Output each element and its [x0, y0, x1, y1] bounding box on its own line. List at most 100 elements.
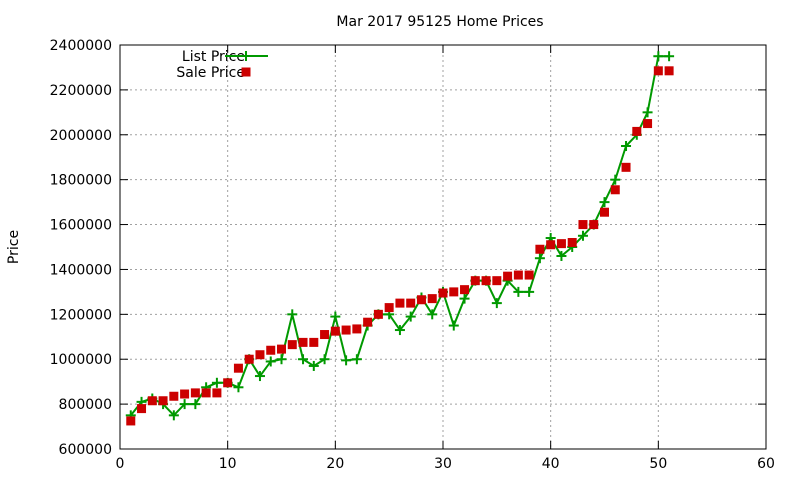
sale-price-point	[492, 276, 502, 286]
sale-price-point	[223, 378, 233, 388]
list-price-point	[190, 399, 201, 410]
y-tick-label: 1400000	[50, 262, 112, 278]
sale-price-point	[664, 66, 674, 76]
list-price-point	[491, 298, 502, 309]
x-tick-label: 30	[434, 456, 452, 472]
sale-price-point	[589, 220, 599, 230]
list-price-point	[448, 320, 459, 331]
sale-price-point	[190, 388, 200, 398]
list-price-point	[351, 354, 362, 365]
sale-price-point	[158, 396, 168, 406]
legend-square-marker	[241, 67, 251, 77]
sale-price-point	[352, 324, 362, 334]
sale-price-point	[438, 288, 448, 298]
sale-price-point	[266, 345, 276, 355]
y-tick-label: 1600000	[50, 218, 112, 234]
sale-price-point	[556, 239, 566, 249]
list-price-point	[427, 309, 438, 320]
sale-price-point	[320, 330, 330, 340]
sale-price-point	[427, 294, 437, 304]
sale-price-point	[244, 354, 254, 364]
sale-price-point	[298, 337, 308, 347]
list-price-point	[319, 354, 330, 365]
chart-title: Mar 2017 95125 Home Prices	[336, 14, 543, 30]
list-price-point	[179, 399, 190, 410]
sale-price-point	[632, 126, 642, 136]
sale-price-point	[395, 298, 405, 308]
y-tick-label: 2000000	[50, 128, 112, 144]
y-tick-label: 600000	[59, 442, 112, 458]
list-price-point	[394, 325, 405, 336]
sale-price-point	[255, 350, 265, 360]
sale-price-point	[513, 270, 523, 280]
x-tick-label: 10	[219, 456, 237, 472]
sale-price-point	[460, 285, 470, 295]
list-price-point	[642, 107, 653, 118]
list-price-point	[513, 286, 524, 297]
y-tick-label: 800000	[59, 397, 112, 413]
sale-price-point	[610, 185, 620, 195]
sale-price-point	[416, 295, 426, 305]
sale-price-point	[546, 240, 556, 250]
list-price-point	[341, 355, 352, 366]
sale-price-point	[643, 119, 653, 129]
sale-price-point	[277, 344, 286, 354]
y-axis-label: Price	[6, 230, 22, 264]
sale-price-point	[406, 298, 416, 308]
list-price-point	[610, 174, 621, 185]
list-price-point	[287, 309, 298, 320]
sale-price-point	[341, 325, 351, 335]
sale-price-point	[535, 244, 545, 254]
axes: 600000 800000 1000000 1200000 1400000 1600000…	[50, 38, 775, 472]
legend-plus-marker	[241, 51, 251, 61]
x-tick-label: 60	[757, 456, 775, 472]
sale-price-point	[449, 287, 459, 297]
sale-price-point	[201, 388, 211, 398]
sale-price-point	[147, 396, 157, 406]
sale-price-point	[653, 66, 663, 76]
y-tick-label: 2400000	[50, 38, 112, 54]
list-price-point	[254, 371, 265, 382]
list-price-line	[129, 55, 670, 417]
list-price-point	[276, 354, 287, 365]
x-tick-label: 0	[116, 456, 125, 472]
y-tick-label: 2200000	[50, 83, 112, 99]
sale-price-point	[600, 207, 609, 217]
list-price-point	[168, 410, 179, 421]
list-price-point	[330, 311, 341, 322]
sale-price-point	[578, 220, 588, 230]
sale-price-point	[330, 326, 340, 336]
list-price-point	[211, 377, 222, 388]
y-tick-label: 1200000	[50, 307, 112, 323]
list-price-point	[534, 253, 545, 264]
sale-price-point	[481, 276, 491, 286]
y-tick-label: 1000000	[50, 352, 112, 368]
sale-price-point	[384, 303, 394, 313]
sale-price-point	[137, 404, 147, 414]
list-price-point	[308, 360, 319, 371]
x-tick-label: 40	[542, 456, 560, 472]
sale-price-point	[621, 162, 631, 172]
sale-price-point	[470, 276, 480, 286]
list-price-point	[556, 250, 567, 261]
legend-label: List Price	[182, 49, 245, 65]
list-price-point	[298, 354, 309, 365]
sale-price-point	[567, 238, 577, 248]
sale-price-point	[212, 388, 222, 398]
sale-price-point	[373, 309, 383, 319]
x-tick-label: 20	[326, 456, 344, 472]
sale-price-point	[524, 270, 534, 280]
data-series	[125, 51, 675, 426]
list-price-point	[664, 51, 675, 62]
list-price-point	[653, 51, 664, 62]
list-price-point	[621, 141, 632, 151]
list-price-point	[265, 356, 276, 367]
y-tick-label: 1800000	[50, 173, 112, 189]
sale-price-point	[169, 391, 179, 401]
sale-price-point	[233, 363, 243, 373]
list-price-point	[233, 382, 244, 393]
sale-price-point	[180, 389, 190, 399]
sale-price-point	[287, 340, 297, 350]
list-price-point	[599, 197, 610, 208]
